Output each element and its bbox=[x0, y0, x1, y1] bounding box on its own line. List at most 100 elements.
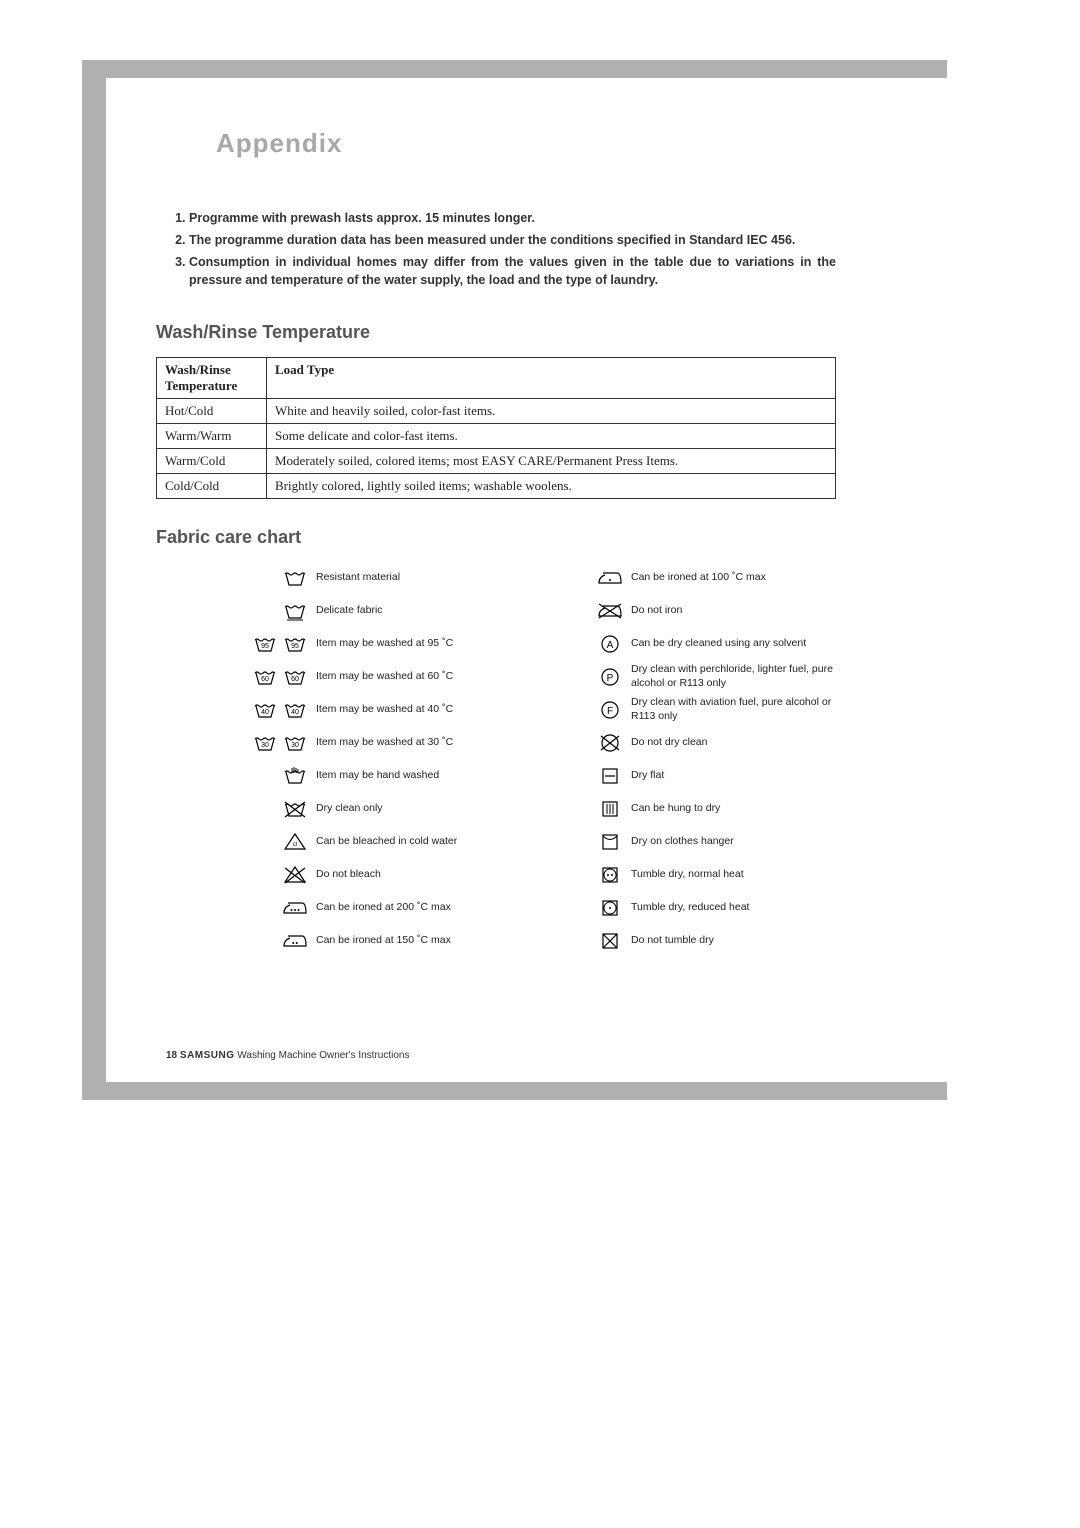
sq-bars-icon bbox=[597, 798, 623, 820]
tub-95-pair-icon: 95 bbox=[282, 633, 308, 655]
tub-60-pair-icon: 60 bbox=[282, 666, 308, 688]
sq-circ-1-icon bbox=[597, 897, 623, 919]
tub-40-pair-icon: 40 bbox=[252, 699, 278, 721]
care-row: Do not bleach bbox=[246, 859, 521, 891]
page-footer: 18 SAMSUNG Washing Machine Owner's Instr… bbox=[166, 1050, 409, 1061]
table-row: Warm/Cold Moderately soiled, colored ite… bbox=[157, 448, 836, 473]
care-row: P Dry clean with perchloride, lighter fue… bbox=[561, 661, 836, 693]
bleach-icon: cl bbox=[282, 831, 308, 853]
care-row: Resistant material bbox=[246, 562, 521, 594]
care-label: Can be ironed at 150 ˚C max bbox=[316, 934, 451, 947]
brand-name: SAMSUNG bbox=[180, 1050, 235, 1061]
care-label: Item may be washed at 40 ˚C bbox=[316, 703, 453, 716]
care-row: cl Can be bleached in cold water bbox=[246, 826, 521, 858]
care-label: Do not tumble dry bbox=[631, 934, 714, 947]
care-row: F Dry clean with aviation fuel, pure alco… bbox=[561, 694, 836, 726]
care-label: Item may be hand washed bbox=[316, 769, 439, 782]
tub-30-pair-icon: 30 bbox=[252, 732, 278, 754]
care-label: Item may be washed at 60 ˚C bbox=[316, 670, 453, 683]
appendix-title: Appendix bbox=[216, 128, 836, 159]
bleach-x-icon bbox=[282, 864, 308, 886]
care-row: Can be ironed at 200 ˚C max bbox=[246, 892, 521, 924]
page-content: Appendix Programme with prewash lasts ap… bbox=[106, 78, 886, 998]
care-label: Delicate fabric bbox=[316, 604, 383, 617]
sq-x-icon bbox=[597, 930, 623, 952]
care-label: Resistant material bbox=[316, 571, 400, 584]
svg-text:40: 40 bbox=[291, 709, 299, 716]
care-label: Can be bleached in cold water bbox=[316, 835, 457, 848]
svg-text:95: 95 bbox=[261, 643, 269, 650]
care-row: 95 95 Item may be washed at 95 ˚C bbox=[246, 628, 521, 660]
tub-bar-icon bbox=[282, 600, 308, 622]
svg-text:cl: cl bbox=[293, 842, 297, 848]
tub-hand-icon bbox=[282, 765, 308, 787]
tub-40-pair-icon: 40 bbox=[282, 699, 308, 721]
note-item: The programme duration data has been mea… bbox=[189, 231, 836, 249]
circ-x-icon bbox=[597, 732, 623, 754]
care-row: Can be hung to dry bbox=[561, 793, 836, 825]
care-label: Item may be washed at 30 ˚C bbox=[316, 736, 453, 749]
table-row: Warm/Warm Some delicate and color-fast i… bbox=[157, 423, 836, 448]
care-row: Item may be hand washed bbox=[246, 760, 521, 792]
care-label: Item may be washed at 95 ˚C bbox=[316, 637, 453, 650]
fabric-care-chart: Resistant material Delicate fabric 95 95 Ite… bbox=[246, 562, 836, 958]
iron-3-icon bbox=[282, 897, 308, 919]
care-row: 60 60 Item may be washed at 60 ˚C bbox=[246, 661, 521, 693]
care-row: Dry clean only bbox=[246, 793, 521, 825]
svg-text:30: 30 bbox=[291, 742, 299, 749]
care-row: Do not tumble dry bbox=[561, 925, 836, 957]
page-number: 18 bbox=[166, 1050, 177, 1061]
tub-60-pair-icon: 60 bbox=[252, 666, 278, 688]
temperature-table: Wash/Rinse Temperature Load Type Hot/Col… bbox=[156, 357, 836, 499]
table-header: Load Type bbox=[267, 357, 836, 398]
note-item: Consumption in individual homes may diff… bbox=[189, 253, 836, 289]
care-label: Can be hung to dry bbox=[631, 802, 720, 815]
table-row: Hot/Cold White and heavily soiled, color… bbox=[157, 398, 836, 423]
care-row: Can be ironed at 150 ˚C max bbox=[246, 925, 521, 957]
care-row: Dry on clothes hanger bbox=[561, 826, 836, 858]
care-label: Tumble dry, normal heat bbox=[631, 868, 744, 881]
circ-P-icon: P bbox=[597, 666, 623, 688]
svg-text:A: A bbox=[607, 640, 614, 651]
care-row: Can be ironed at 100 ˚C max bbox=[561, 562, 836, 594]
care-label: Do not iron bbox=[631, 604, 682, 617]
svg-text:60: 60 bbox=[291, 676, 299, 683]
care-label: Dry clean with aviation fuel, pure alcoh… bbox=[631, 696, 836, 722]
iron-x-icon bbox=[597, 600, 623, 622]
svg-text:30: 30 bbox=[261, 742, 269, 749]
tub-x-icon bbox=[282, 798, 308, 820]
care-row: 30 30 Item may be washed at 30 ˚C bbox=[246, 727, 521, 759]
iron-1-icon bbox=[597, 567, 623, 589]
circ-F-icon: F bbox=[597, 699, 623, 721]
care-label: Can be dry cleaned using any solvent bbox=[631, 637, 806, 650]
sq-dash-icon bbox=[597, 765, 623, 787]
care-label: Do not dry clean bbox=[631, 736, 707, 749]
tub-icon bbox=[282, 567, 308, 589]
sq-circ-2-icon bbox=[597, 864, 623, 886]
care-row: 40 40 Item may be washed at 40 ˚C bbox=[246, 694, 521, 726]
table-row: Cold/Cold Brightly colored, lightly soil… bbox=[157, 473, 836, 498]
care-row: Do not dry clean bbox=[561, 727, 836, 759]
care-column-right: Can be ironed at 100 ˚C max Do not iron A C… bbox=[561, 562, 836, 958]
tub-30-pair-icon: 30 bbox=[282, 732, 308, 754]
care-row: Tumble dry, normal heat bbox=[561, 859, 836, 891]
care-label: Tumble dry, reduced heat bbox=[631, 901, 749, 914]
note-item: Programme with prewash lasts approx. 15 … bbox=[189, 209, 836, 227]
tub-95-pair-icon: 95 bbox=[252, 633, 278, 655]
section-fabric-title: Fabric care chart bbox=[156, 527, 836, 548]
care-label: Dry clean only bbox=[316, 802, 383, 815]
care-row: Delicate fabric bbox=[246, 595, 521, 627]
sq-env-icon bbox=[597, 831, 623, 853]
svg-text:F: F bbox=[607, 706, 613, 717]
table-header: Wash/Rinse Temperature bbox=[157, 357, 267, 398]
care-label: Dry clean with perchloride, lighter fuel… bbox=[631, 663, 836, 689]
care-label: Do not bleach bbox=[316, 868, 381, 881]
circ-A-icon: A bbox=[597, 633, 623, 655]
iron-2-icon bbox=[282, 930, 308, 952]
footer-text: Washing Machine Owner's Instructions bbox=[235, 1050, 410, 1061]
care-row: Dry flat bbox=[561, 760, 836, 792]
care-row: A Can be dry cleaned using any solvent bbox=[561, 628, 836, 660]
svg-text:40: 40 bbox=[261, 709, 269, 716]
care-label: Dry on clothes hanger bbox=[631, 835, 734, 848]
svg-text:95: 95 bbox=[291, 643, 299, 650]
